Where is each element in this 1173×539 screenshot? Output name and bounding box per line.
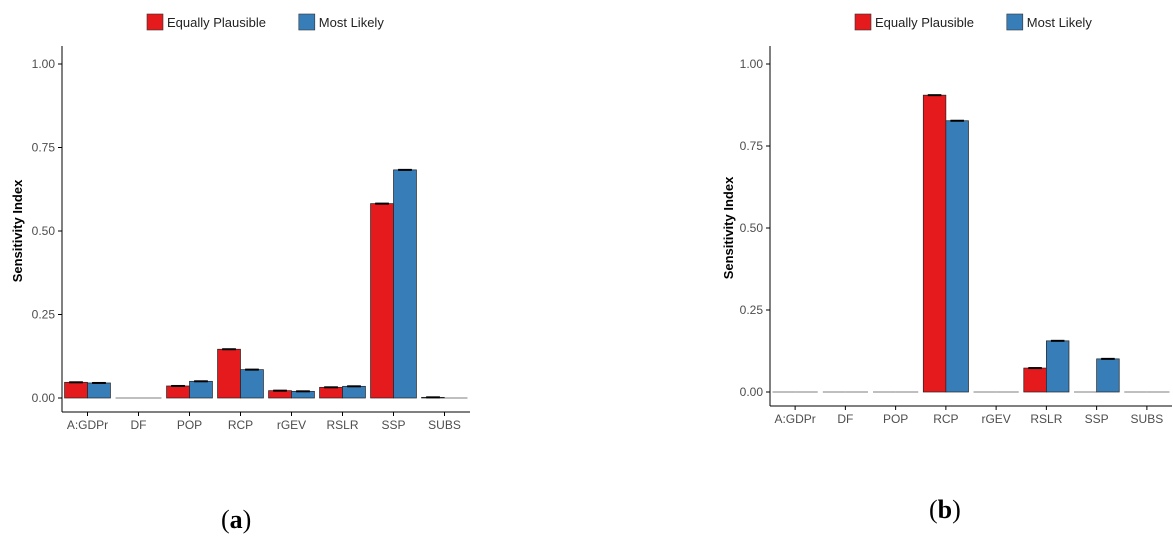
legend-label: Most Likely	[1027, 15, 1093, 30]
y-tick-label: 0.50	[740, 221, 764, 235]
legend-label: Equally Plausible	[167, 15, 266, 30]
bar-rgev-most-likely	[291, 390, 315, 399]
y-tick-label: 0.00	[740, 385, 764, 399]
x-tick-label: RSLR	[326, 418, 358, 432]
bar-pop-most-likely	[189, 380, 213, 399]
legend-b: Equally Plausible Most Likely	[854, 13, 1093, 31]
x-tick-label: RSLR	[1030, 412, 1062, 426]
x-tick-label: rGEV	[277, 418, 306, 432]
bar-rcp-most-likely	[240, 369, 264, 399]
bar-ssp-equally-plausible	[370, 203, 394, 399]
panel-caption-b: (b)	[929, 495, 961, 524]
legend-label: Equally Plausible	[875, 15, 974, 30]
legend-a: Equally Plausible Most Likely	[146, 13, 385, 31]
panel-caption-a: (a)	[221, 505, 252, 534]
bar-rslr-most-likely	[342, 385, 366, 399]
legend-swatch	[298, 13, 316, 31]
legend-swatch	[146, 13, 164, 31]
y-axis-label: Sensitivity Index	[10, 179, 25, 282]
bar-agdpr-most-likely	[87, 382, 111, 399]
y-tick-label: 1.00	[740, 57, 764, 71]
x-tick-label: DF	[131, 418, 147, 432]
legend-label: Most Likely	[319, 15, 385, 30]
x-tick-label: A:GDPr	[774, 412, 815, 426]
y-tick-label: 0.25	[740, 303, 764, 317]
panel-caption-b-label: b	[937, 495, 953, 524]
y-axis-label: Sensitivity Index	[721, 176, 736, 279]
bar-rslr-most-likely	[1046, 340, 1070, 393]
y-tick-label: 1.00	[32, 57, 56, 71]
x-tick-label: POP	[883, 412, 908, 426]
x-tick-label: SSP	[1085, 412, 1109, 426]
x-tick-label: SUBS	[1131, 412, 1164, 426]
bar-agdpr-equally-plausible	[64, 381, 88, 399]
x-tick-label: RCP	[228, 418, 253, 432]
bar-rcp-most-likely	[945, 120, 969, 393]
x-tick-label: rGEV	[981, 412, 1010, 426]
bar-rcp-equally-plausible	[217, 348, 241, 399]
bar-pop-equally-plausible	[166, 385, 190, 399]
legend-swatch	[854, 13, 872, 31]
bar-ssp-most-likely	[1096, 358, 1120, 393]
x-tick-label: SSP	[381, 418, 405, 432]
chart-panel-a: Equally Plausible Most Likely 0.00 0.25 0.50…	[10, 13, 470, 432]
y-tick-label: 0.25	[32, 308, 56, 322]
legend-swatch	[1006, 13, 1024, 31]
chart-panel-b: Equally Plausible Most Likely 0.00 0.25 0.50…	[721, 13, 1172, 426]
x-tick-label: RCP	[933, 412, 958, 426]
x-tick-label: SUBS	[428, 418, 461, 432]
bar-rcp-equally-plausible	[922, 94, 947, 393]
x-tick-label: POP	[177, 418, 202, 432]
x-tick-label: DF	[837, 412, 853, 426]
x-tick-label: A:GDPr	[67, 418, 108, 432]
panel-caption-a-label: a	[229, 505, 243, 534]
y-tick-label: 0.50	[32, 224, 56, 238]
y-tick-label: 0.00	[32, 391, 56, 405]
bar-rslr-equally-plausible	[319, 386, 343, 399]
y-tick-label: 0.75	[32, 141, 56, 155]
bar-rslr-equally-plausible	[1023, 367, 1047, 393]
bar-ssp-most-likely	[393, 169, 417, 399]
y-tick-label: 0.75	[740, 139, 764, 153]
bar-rgev-equally-plausible	[268, 390, 292, 399]
